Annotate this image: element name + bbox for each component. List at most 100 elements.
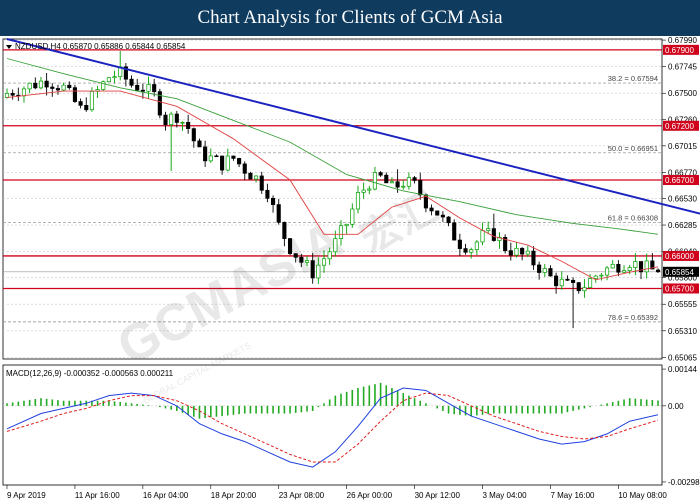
- current-price-tag: [663, 266, 699, 277]
- price-panel-frame: [2, 38, 663, 360]
- y-tick-label: 0.65800: [668, 274, 697, 283]
- bull-candle: [350, 208, 355, 225]
- x-tick-label: 10 May 08:00: [618, 491, 667, 500]
- bull-candle: [627, 267, 632, 271]
- bear-candle: [135, 84, 140, 91]
- bear-candle: [265, 189, 270, 199]
- bull-candle: [605, 267, 610, 276]
- bear-candle: [503, 237, 508, 252]
- bear-candle: [531, 250, 536, 266]
- level-tag-label: 0.66000: [665, 252, 694, 261]
- macd-y-tick-label: -0.00298: [668, 478, 700, 487]
- bear-candle: [282, 221, 287, 239]
- bear-candle: [214, 155, 219, 158]
- price-grid: [3, 39, 662, 407]
- bear-candle: [174, 113, 179, 123]
- bull-candle: [644, 260, 649, 273]
- bear-candle: [157, 91, 162, 116]
- x-tick-label: 26 Apr 00:00: [347, 491, 393, 500]
- bear-candle: [231, 155, 236, 159]
- time-x-axis: 9 Apr 2019 11 Apr 16:00 16 Apr 04:00 18 Apr…: [6, 485, 667, 500]
- bear-candle: [650, 260, 655, 270]
- y-tick-label: 0.67990: [668, 36, 697, 45]
- y-tick-label: 0.67500: [668, 89, 697, 98]
- bear-candle: [186, 121, 191, 129]
- bear-candle: [446, 216, 451, 224]
- bull-candle: [208, 155, 213, 162]
- bull-candle: [27, 82, 32, 90]
- price-y-axis: 0.67990 0.67745 0.67500 0.67260 0.67015 0.667…: [662, 36, 700, 487]
- bear-candle: [220, 155, 225, 171]
- bull-candle: [497, 237, 502, 241]
- bear-candle: [638, 261, 644, 273]
- bull-candle: [389, 181, 394, 184]
- bear-candle: [310, 260, 315, 279]
- bear-candle: [152, 84, 157, 92]
- level-tag-label: 0.65700: [665, 284, 694, 293]
- candlestick-series: [4, 50, 661, 329]
- bear-candle: [67, 84, 72, 89]
- bull-candle: [38, 80, 44, 89]
- fibonacci-label: 38.2 = 0.67594: [608, 74, 658, 83]
- bull-candle: [61, 84, 66, 91]
- bear-candle: [129, 78, 134, 86]
- bull-candle: [480, 230, 485, 243]
- y-tick-label: 0.66530: [668, 194, 697, 203]
- bear-candle: [197, 140, 202, 148]
- bull-candle: [338, 225, 344, 239]
- bull-candle: [582, 287, 587, 292]
- bear-candle: [395, 181, 400, 188]
- y-tick-label: 0.65065: [668, 353, 697, 362]
- x-tick-label: 7 May 16:00: [550, 491, 595, 500]
- bear-candle: [10, 93, 15, 96]
- x-tick-label: 9 Apr 2019: [7, 491, 46, 500]
- level-tag: [663, 120, 699, 131]
- bull-candle: [321, 258, 327, 266]
- bull-candle: [225, 155, 230, 171]
- bull-candle: [486, 228, 491, 231]
- bull-candle: [169, 113, 174, 126]
- macd-panel-frame: [2, 364, 663, 486]
- bear-candle: [287, 238, 293, 254]
- bull-candle: [333, 238, 338, 253]
- fibonacci-levels: 38.2 = 0.67594 50.0 = 0.66951 61.8 = 0.663…: [3, 74, 662, 323]
- bear-candle: [384, 174, 389, 184]
- bull-candle: [101, 81, 106, 90]
- level-tag: [663, 250, 699, 261]
- bear-candle: [191, 128, 196, 142]
- bear-candle: [463, 248, 468, 253]
- bear-candle: [554, 275, 559, 287]
- bull-candle: [146, 84, 151, 92]
- bull-candle: [254, 175, 259, 180]
- bear-candle: [44, 80, 49, 88]
- fibonacci-label: 61.8 = 0.66308: [608, 214, 658, 223]
- trendline: [6, 38, 700, 215]
- bear-candle: [452, 222, 457, 241]
- level-tag: [663, 175, 699, 186]
- bear-candle: [378, 172, 383, 176]
- bear-candle: [248, 172, 253, 180]
- y-tick-label: 0.66770: [668, 168, 697, 177]
- bear-candle: [140, 89, 145, 92]
- bull-candle: [367, 188, 372, 191]
- x-tick-label: 18 Apr 20:00: [211, 491, 257, 500]
- bear-candle: [299, 256, 304, 263]
- macd-series: [6, 382, 659, 468]
- bull-candle: [4, 93, 10, 98]
- bull-candle: [344, 223, 349, 227]
- bear-candle: [276, 204, 281, 223]
- fibonacci-label: 78.6 = 0.65392: [608, 313, 658, 322]
- price-axis-tags: 0.679000.672000.667000.660000.657000.658…: [663, 44, 699, 294]
- macd-y-tick-label: 0.00: [668, 402, 684, 411]
- x-tick-label: 30 Apr 12:00: [415, 491, 461, 500]
- bull-candle: [180, 121, 185, 124]
- bear-candle: [271, 197, 276, 205]
- bull-candle: [372, 172, 378, 190]
- bear-candle: [72, 87, 77, 102]
- bear-candle: [242, 163, 247, 174]
- bull-candle: [525, 250, 530, 255]
- bull-candle: [361, 189, 366, 193]
- bull-candle: [406, 177, 411, 187]
- bear-candle: [78, 101, 83, 106]
